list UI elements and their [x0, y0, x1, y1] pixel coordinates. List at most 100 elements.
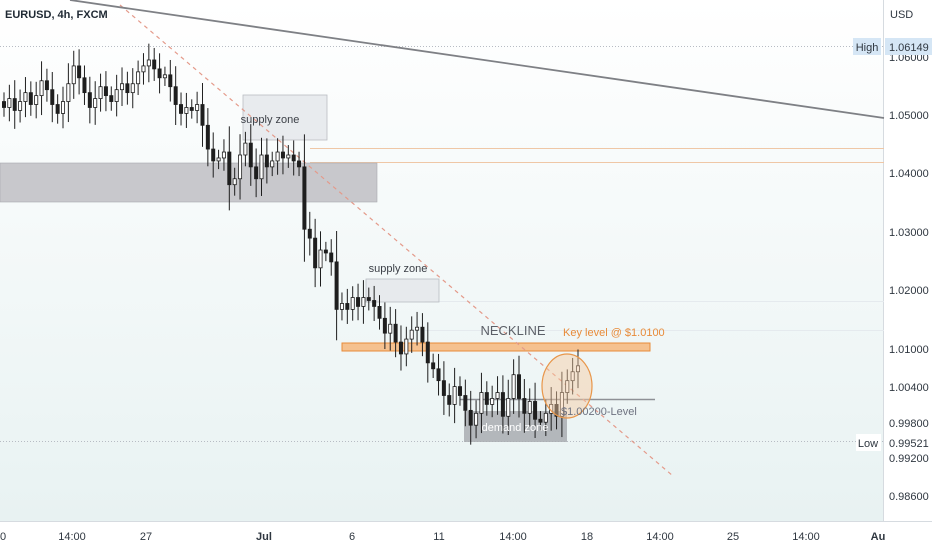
candle — [382, 302, 387, 350]
time-label-1: 14:00 — [58, 531, 86, 543]
candle-body — [425, 341, 430, 364]
candle-body — [339, 303, 344, 310]
candle — [120, 67, 125, 107]
candle — [2, 92, 7, 117]
candle-body — [334, 261, 339, 310]
supply-zone-upper-label: supply zone — [241, 114, 300, 126]
candle-body — [2, 101, 7, 108]
candle-body — [109, 95, 114, 102]
candle-body — [243, 142, 248, 156]
candle-body — [152, 59, 157, 70]
candle-body — [543, 412, 548, 423]
tick-1-03000: 1.03000 — [889, 227, 929, 239]
time-label-7: 18 — [581, 531, 593, 543]
candle — [259, 137, 264, 196]
candle — [248, 124, 253, 186]
candle — [173, 66, 178, 126]
candle-body — [495, 392, 500, 399]
candle — [39, 61, 44, 116]
candle-body — [463, 395, 468, 411]
candle — [570, 357, 575, 395]
candle-body — [34, 95, 39, 105]
candle — [350, 286, 355, 321]
high-value-badge — [885, 38, 932, 55]
candle — [93, 81, 98, 125]
candle-body — [511, 374, 516, 399]
candle-body — [522, 398, 527, 414]
candle — [61, 86, 66, 129]
candle — [98, 73, 103, 112]
candle-body — [468, 409, 473, 426]
candle — [23, 77, 28, 118]
candle — [141, 53, 146, 85]
key-level-label: Key level @ $1.0100 — [563, 327, 665, 339]
candle-body — [82, 77, 87, 94]
candle-body — [162, 74, 167, 79]
candle — [195, 91, 200, 124]
candle-body — [533, 401, 538, 420]
tick-1-01000: 1.01000 — [889, 344, 929, 356]
candle — [211, 132, 216, 178]
neckline-label: NECKLINE — [480, 323, 545, 338]
candle-body — [232, 178, 237, 186]
candle-body — [554, 404, 559, 417]
candle-body — [93, 98, 98, 108]
candle — [479, 372, 484, 434]
tick-0-98600: 0.98600 — [889, 491, 929, 503]
candle-body — [136, 71, 141, 85]
candle-body — [61, 101, 66, 114]
candle — [409, 316, 414, 353]
candle-body — [39, 80, 44, 97]
candle-body — [297, 160, 302, 168]
candle-body — [431, 362, 436, 370]
candle-body — [447, 395, 452, 405]
candle — [50, 72, 55, 123]
candle-body — [103, 86, 108, 97]
candle — [82, 65, 87, 105]
candle-body — [484, 392, 489, 405]
candle — [527, 388, 532, 427]
candle-body — [404, 338, 409, 355]
low-value: 0.99521 — [889, 438, 929, 450]
candle — [313, 218, 318, 288]
candle — [12, 80, 17, 129]
candle — [372, 285, 377, 321]
candle-body — [479, 392, 484, 414]
candle-body — [12, 98, 17, 111]
candle — [205, 108, 210, 167]
candle-body — [382, 317, 387, 334]
candle — [393, 309, 398, 358]
candle-body — [280, 151, 285, 159]
candle-body — [120, 83, 125, 91]
candle-body — [275, 151, 280, 162]
candle — [559, 371, 564, 438]
candle — [238, 134, 243, 200]
candle — [452, 367, 457, 424]
candle — [404, 326, 409, 367]
candle — [318, 231, 323, 287]
time-label-10: 14:00 — [792, 531, 820, 543]
candle — [543, 399, 548, 437]
candle-body — [114, 89, 119, 102]
low-label: Low — [858, 438, 878, 450]
candle — [55, 94, 60, 124]
candle-body — [318, 249, 323, 269]
candle-body — [125, 83, 130, 94]
candle-body — [205, 124, 210, 150]
candle-body — [146, 59, 151, 67]
candle-body — [195, 104, 200, 111]
time-label-5: 11 — [433, 531, 444, 543]
candle-body — [211, 148, 216, 162]
candle — [398, 325, 403, 371]
candle-body — [415, 326, 420, 331]
candle — [420, 313, 425, 357]
candle — [152, 47, 157, 81]
candle — [463, 379, 468, 427]
candle-body — [270, 160, 275, 168]
candle-body — [506, 398, 511, 417]
candle-body — [291, 154, 296, 162]
candle — [168, 59, 173, 102]
currency-label: USD — [890, 9, 913, 21]
candle — [329, 239, 334, 276]
